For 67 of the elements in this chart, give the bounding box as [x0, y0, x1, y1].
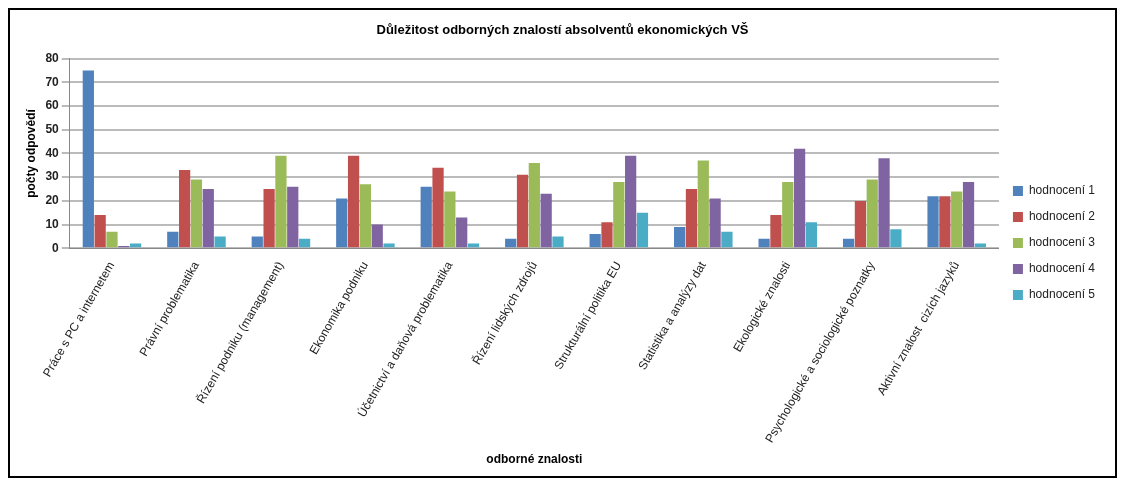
bar — [167, 231, 179, 248]
bar — [214, 236, 226, 248]
bar — [962, 181, 975, 248]
bar — [420, 186, 432, 248]
bar — [842, 238, 855, 248]
bar — [359, 184, 372, 248]
y-tick-label: 40 — [45, 145, 60, 160]
bar — [106, 231, 118, 248]
bar — [528, 162, 540, 248]
y-axis-title: počty odpovědí — [23, 108, 38, 198]
bar — [878, 158, 890, 248]
bar — [275, 155, 287, 248]
bar — [636, 212, 649, 248]
bar — [336, 198, 348, 248]
bar — [251, 236, 263, 248]
y-tick-label: 30 — [45, 169, 60, 184]
legend-label: hodnocení 3 — [1028, 235, 1096, 250]
bar — [625, 155, 637, 248]
bar — [890, 229, 902, 248]
bar — [552, 236, 564, 248]
bar — [674, 226, 686, 248]
bar — [939, 196, 951, 248]
bar — [927, 196, 939, 248]
bar — [347, 155, 360, 248]
y-tick-label: 60 — [45, 98, 60, 113]
bar — [190, 179, 203, 248]
bar — [371, 224, 383, 248]
bar — [444, 191, 456, 248]
bar — [721, 231, 733, 248]
bar — [202, 189, 214, 248]
y-tick-label: 70 — [45, 74, 60, 89]
legend-label: hodnocení 2 — [1028, 209, 1096, 224]
bar — [709, 198, 721, 248]
bar — [516, 174, 529, 248]
bar — [793, 148, 806, 248]
y-tick-label: 80 — [45, 50, 60, 65]
x-axis-title: odborné znalosti — [486, 452, 583, 467]
bar — [287, 186, 299, 248]
bar — [770, 215, 782, 248]
bar — [805, 222, 818, 248]
bar — [179, 170, 191, 248]
y-tick-label: 0 — [52, 240, 60, 255]
bar — [82, 70, 94, 248]
bar — [782, 181, 794, 248]
bar — [601, 222, 613, 248]
legend-label: hodnocení 4 — [1028, 261, 1096, 276]
bar — [951, 191, 963, 248]
bar — [432, 167, 444, 248]
bar — [866, 179, 878, 248]
bar — [505, 238, 517, 248]
bar — [854, 200, 867, 248]
bar — [613, 181, 625, 248]
bar — [456, 217, 468, 248]
bar — [263, 189, 275, 248]
y-tick-label: 20 — [45, 193, 60, 208]
legend-label: hodnocení 1 — [1028, 183, 1096, 198]
bar — [685, 189, 698, 248]
bar — [589, 234, 601, 248]
bar — [298, 238, 311, 248]
bar — [697, 160, 709, 248]
y-tick-label: 10 — [45, 216, 60, 231]
legend-label: hodnocení 5 — [1028, 287, 1096, 302]
chart-title: Důležitost odborných znalostí absolventů ekonomických VŠ — [376, 22, 749, 38]
bar — [758, 238, 770, 248]
bar — [540, 193, 552, 248]
bar — [94, 215, 106, 248]
y-tick-label: 50 — [45, 122, 60, 137]
